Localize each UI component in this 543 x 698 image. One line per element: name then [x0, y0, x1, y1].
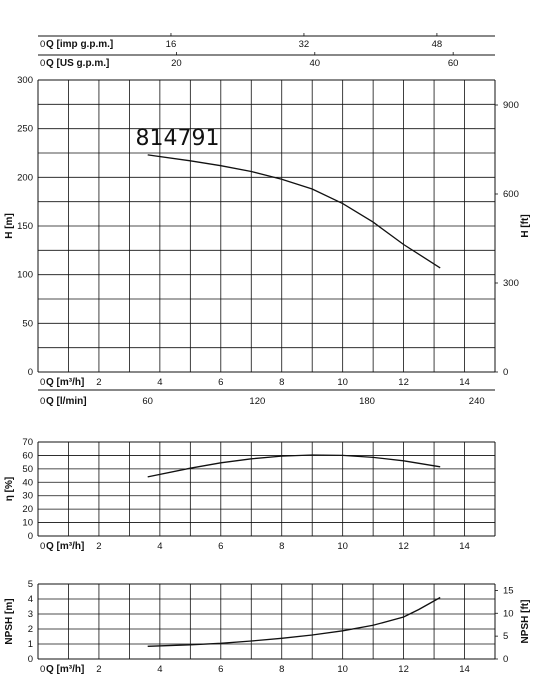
y-tick-label: 0 — [28, 654, 33, 665]
x-tick-label: 6 — [218, 541, 223, 552]
y-tick-label: 3 — [28, 609, 33, 620]
y-axis-label: η [%] — [4, 477, 15, 501]
x-tick-label: 6 — [218, 377, 223, 388]
y-right-tick-label: 0 — [503, 654, 508, 665]
y-tick-label: 70 — [22, 437, 33, 448]
x-zero-label: 0 — [40, 664, 45, 675]
x-tick-label: 2 — [96, 377, 101, 388]
y-right-tick-label: 5 — [503, 631, 508, 642]
imp_gpm-zero-label: 0 — [40, 39, 45, 50]
x-tick-label: 2 — [96, 541, 101, 552]
y-axis-label: H [m] — [4, 213, 15, 239]
x-tick-label: 6 — [218, 664, 223, 675]
y-tick-label: 4 — [28, 594, 33, 605]
x-tick-label: 12 — [398, 664, 409, 675]
x-secondary-axis-label: Q [l/min] — [46, 396, 87, 407]
x-tick-label: 4 — [157, 377, 162, 388]
y-right-axis-label: H [ft] — [520, 214, 531, 237]
y-right-tick-label: 10 — [503, 608, 514, 619]
x-tick-label: 2 — [96, 664, 101, 675]
y-tick-label: 250 — [17, 124, 33, 135]
x-tick-label: 4 — [157, 664, 162, 675]
x-tick-label: 12 — [398, 377, 409, 388]
series-line — [148, 455, 441, 477]
x-tick-label: 14 — [459, 664, 470, 675]
y-right-tick-label: 0 — [503, 367, 508, 378]
imp_gpm-axis-label: Q [imp g.p.m.] — [46, 39, 113, 50]
y-tick-label: 100 — [17, 270, 33, 281]
y-tick-label: 20 — [22, 504, 33, 515]
series-line — [148, 598, 441, 647]
y-tick-label: 200 — [17, 172, 33, 183]
x-tick-label: 12 — [398, 541, 409, 552]
y-tick-label: 5 — [28, 579, 33, 590]
x-secondary-tick-label: 60 — [142, 396, 153, 407]
imp_gpm-tick-label: 16 — [166, 39, 177, 50]
y-tick-label: 0 — [28, 367, 33, 378]
y-tick-label: 30 — [22, 491, 33, 502]
y-right-tick-label: 900 — [503, 100, 519, 111]
x-tick-label: 8 — [279, 541, 284, 552]
x-tick-label: 10 — [337, 541, 348, 552]
us_gpm-axis-label: Q [US g.p.m.] — [46, 58, 109, 69]
y-tick-label: 300 — [17, 75, 33, 86]
y-right-tick-label: 300 — [503, 278, 519, 289]
x-tick-label: 14 — [459, 541, 470, 552]
imp_gpm-tick-label: 48 — [432, 39, 443, 50]
x-tick-label: 14 — [459, 377, 470, 388]
x-axis-label: Q [m³/h] — [46, 377, 84, 388]
x-secondary-tick-label: 240 — [469, 396, 485, 407]
us_gpm-tick-label: 40 — [309, 58, 320, 69]
y-right-tick-label: 15 — [503, 585, 514, 596]
y-tick-label: 40 — [22, 477, 33, 488]
us_gpm-tick-label: 20 — [171, 58, 182, 69]
curve-label: 814791 — [135, 126, 219, 151]
x-zero-label: 0 — [40, 541, 45, 552]
x-tick-label: 10 — [337, 377, 348, 388]
x-zero-label: 0 — [40, 377, 45, 388]
y-right-tick-label: 600 — [503, 189, 519, 200]
y-tick-label: 0 — [28, 531, 33, 542]
y-tick-label: 60 — [22, 450, 33, 461]
x-tick-label: 10 — [337, 664, 348, 675]
y-axis-label: NPSH [m] — [4, 598, 15, 644]
imp_gpm-tick-label: 32 — [299, 39, 310, 50]
x-tick-label: 4 — [157, 541, 162, 552]
x-tick-label: 8 — [279, 664, 284, 675]
y-tick-label: 1 — [28, 639, 33, 650]
x-secondary-tick-label: 120 — [249, 396, 265, 407]
us_gpm-tick-label: 60 — [448, 58, 459, 69]
y-tick-label: 50 — [22, 464, 33, 475]
y-tick-label: 10 — [22, 518, 33, 529]
x-tick-label: 8 — [279, 377, 284, 388]
y-right-axis-label: NPSH [ft] — [520, 600, 531, 644]
x-axis-label: Q [m³/h] — [46, 541, 84, 552]
us_gpm-zero-label: 0 — [40, 58, 45, 69]
y-tick-label: 2 — [28, 624, 33, 635]
x-secondary-zero-label: 0 — [40, 396, 45, 407]
x-axis-label: Q [m³/h] — [46, 664, 84, 675]
y-tick-label: 150 — [17, 221, 33, 232]
x-secondary-tick-label: 180 — [359, 396, 375, 407]
series-line — [148, 155, 441, 268]
y-tick-label: 50 — [22, 318, 33, 329]
